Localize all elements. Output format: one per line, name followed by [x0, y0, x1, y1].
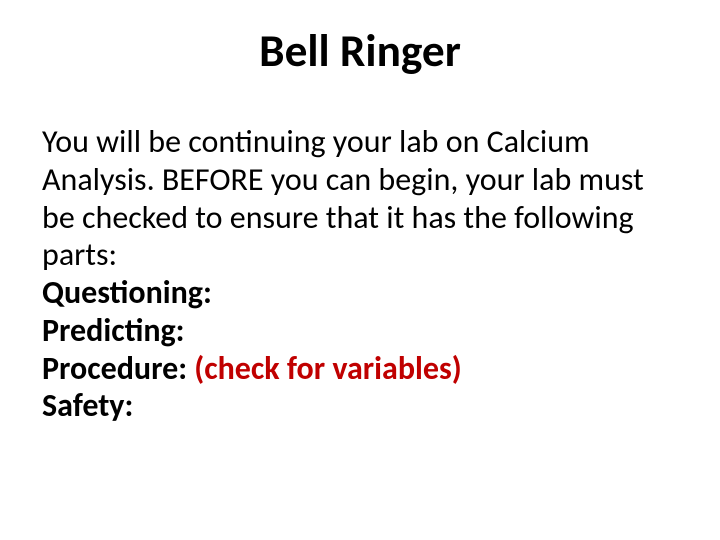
intro-text: You will be continuing your lab on Calci… — [42, 123, 678, 274]
item-procedure: Procedure: (check for variables) — [42, 350, 678, 388]
item-safety: Safety: — [42, 387, 678, 425]
slide-body: You will be continuing your lab on Calci… — [42, 123, 678, 425]
slide: Bell Ringer You will be continuing your … — [0, 0, 720, 540]
procedure-label: Procedure: — [42, 349, 194, 388]
slide-title: Bell Ringer — [42, 24, 678, 79]
item-predicting: Predicting: — [42, 312, 678, 350]
item-questioning: Questioning: — [42, 274, 678, 312]
procedure-note: (check for variables) — [194, 349, 461, 388]
